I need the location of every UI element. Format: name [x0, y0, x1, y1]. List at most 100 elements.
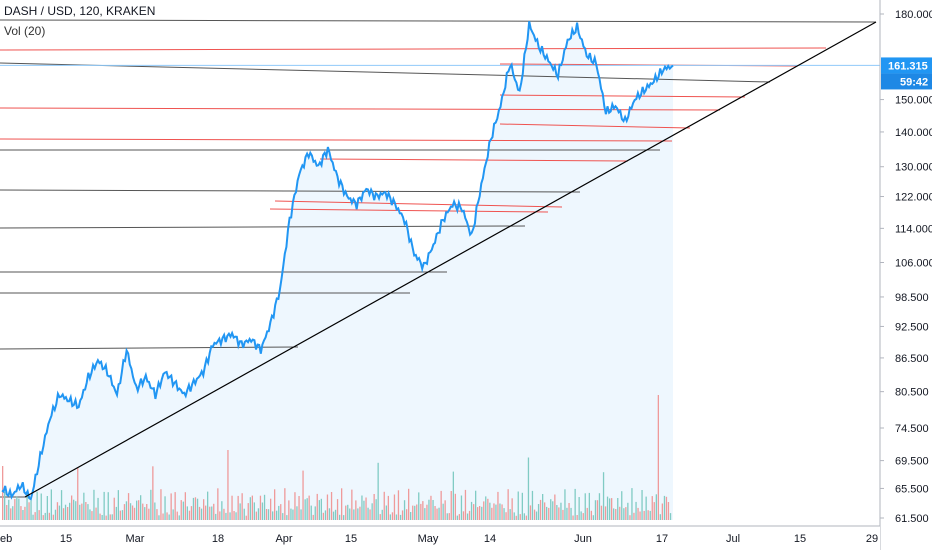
volume-indicator-label[interactable]: Vol (20): [4, 24, 46, 38]
volume-bar: [645, 496, 647, 520]
volume-bar: [373, 494, 375, 520]
red-level-line: [499, 94, 746, 98]
price-tick-label: 61.500: [895, 513, 929, 525]
volume-bar: [393, 494, 396, 520]
volume-bar: [314, 506, 316, 520]
volume-bar: [334, 509, 337, 520]
volume-bar: [487, 498, 489, 520]
volume-bar: [192, 497, 195, 520]
volume-bar: [119, 510, 121, 520]
volume-bar: [576, 515, 578, 520]
volume-bar: [507, 489, 509, 520]
volume-bar: [408, 488, 410, 520]
volume-bar: [542, 494, 544, 520]
symbol-title[interactable]: DASH / USD, 120, KRAKEN: [4, 4, 156, 18]
volume-bar: [249, 497, 251, 520]
volume-bar: [306, 498, 308, 520]
volume-bar: [521, 492, 523, 520]
volume-bar: [32, 514, 34, 520]
time-tick-label: 15: [345, 533, 357, 545]
time-tick-label: 18: [212, 533, 224, 545]
volume-bar: [539, 499, 542, 520]
volume-bar: [385, 505, 387, 520]
volume-bar: [442, 503, 444, 520]
volume-bar: [572, 515, 574, 520]
volume-bar: [548, 507, 550, 520]
volume-bar: [73, 499, 75, 520]
volume-bar: [190, 506, 193, 520]
time-tick-label: Jun: [574, 533, 592, 545]
black-level-line: [0, 62, 771, 83]
volume-bar: [379, 514, 381, 520]
volume-bar: [180, 500, 182, 520]
volume-bar: [152, 466, 154, 520]
volume-bar: [81, 503, 83, 520]
volume-bar: [369, 509, 371, 520]
volume-bar: [529, 505, 532, 520]
volume-bar: [18, 498, 20, 520]
volume-bar: [219, 511, 221, 520]
volume-bar: [416, 504, 418, 520]
volume-bar: [625, 507, 627, 520]
volume-bar: [48, 512, 50, 520]
black-level-line: [0, 189, 581, 193]
volume-bar: [174, 492, 176, 520]
price-line: [1, 20, 674, 501]
volume-bar: [659, 514, 661, 520]
volume-bar: [245, 515, 247, 520]
volume-bar: [274, 489, 276, 520]
volume-bar: [462, 511, 465, 520]
volume-bar: [458, 514, 460, 520]
volume-bar: [211, 506, 213, 520]
volume-bar: [160, 489, 162, 520]
volume-bar: [613, 508, 615, 520]
time-tick-label: 17: [656, 533, 668, 545]
volume-bar: [412, 505, 414, 520]
volume-bar: [357, 508, 359, 520]
volume-bar: [172, 509, 174, 520]
price-tick-label: 180.000: [895, 9, 932, 21]
volume-bar: [359, 506, 361, 520]
volume-bar: [584, 493, 586, 520]
volume-bar: [272, 511, 274, 520]
volume-bar: [475, 490, 477, 520]
support-trendline: [24, 21, 877, 498]
volume-bar: [85, 502, 87, 520]
volume-bar: [627, 502, 629, 520]
volume-bar: [450, 491, 452, 520]
volume-bar: [4, 491, 6, 520]
volume-bar: [651, 496, 653, 520]
volume-bar: [75, 501, 77, 520]
volume-bar: [546, 506, 548, 520]
horizontal-levels: [0, 19, 880, 498]
volume-bar: [367, 507, 369, 520]
volume-bar: [588, 492, 590, 520]
volume-bar: [255, 511, 257, 520]
volume-bar: [99, 513, 101, 520]
volume-bar: [631, 488, 633, 520]
volume-bar: [320, 498, 322, 520]
volume-bar: [251, 495, 253, 520]
price-tick-label: 106.000: [895, 258, 932, 270]
volume-bar: [60, 490, 63, 520]
volume-bar: [36, 491, 38, 520]
volume-bar: [609, 498, 611, 520]
volume-bar: [391, 512, 394, 520]
time-tick-label: eb: [0, 533, 12, 545]
volume-bar: [495, 504, 497, 520]
volume-bar: [602, 472, 605, 520]
price-axis: 180.000 150.000 140.000 130.000 122.000 114.0…: [879, 0, 932, 550]
volume-bar: [200, 508, 203, 520]
volume-bar: [653, 502, 655, 520]
volume-bar: [497, 491, 499, 520]
volume-bar: [117, 490, 119, 520]
volume-bar: [253, 502, 255, 520]
volume-bar: [296, 506, 298, 520]
volume-bar: [198, 506, 201, 520]
volume-bar: [355, 500, 357, 520]
volume-bar: [91, 511, 93, 520]
volume-bar: [247, 503, 249, 520]
volume-bar: [517, 491, 519, 520]
volume-bar: [657, 395, 659, 520]
